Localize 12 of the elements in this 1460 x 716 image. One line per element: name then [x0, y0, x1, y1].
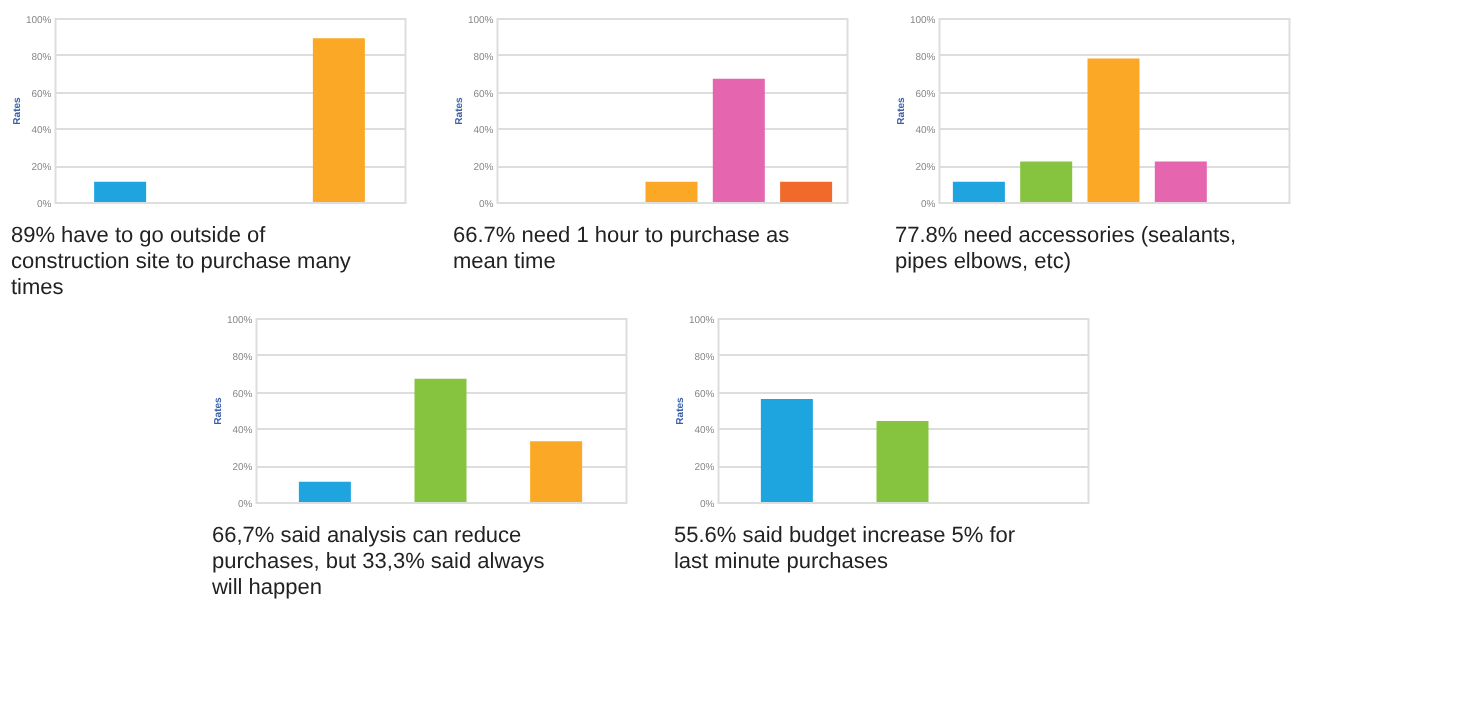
text: 89% have to go outside of construction site to purchase many times — [10, 224, 352, 300]
bar — [952, 181, 1005, 202]
bar — [298, 481, 351, 502]
bar — [1154, 161, 1207, 202]
text: 66,7% said analysis can reduce purchases, but 33,3% said always will happen — [209, 524, 546, 600]
bar — [1087, 58, 1140, 202]
bar — [530, 441, 583, 502]
text: 77.8% need accessories (sealants, pipes elbows, etc) — [894, 224, 1237, 274]
text: 66.7% need 1 hour to purchase as mean time — [452, 224, 791, 274]
bar — [1020, 161, 1073, 202]
bar — [414, 378, 467, 502]
text: 55.6% said budget increase 5% for last minute purchases — [673, 524, 1016, 574]
